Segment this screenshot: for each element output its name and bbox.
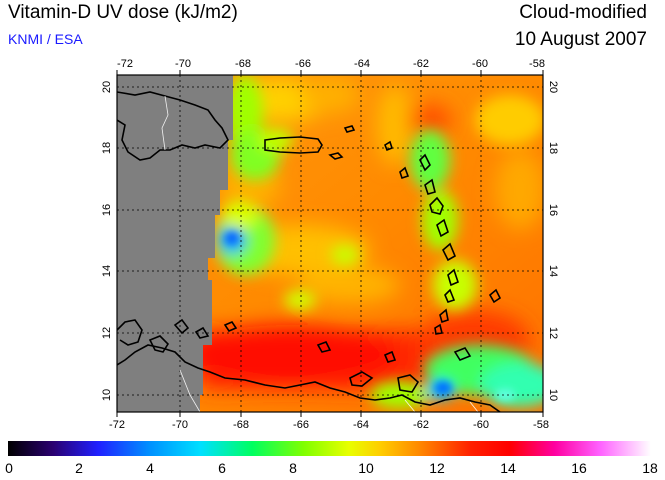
uv-field <box>117 75 543 412</box>
lat-label-left: 20 <box>101 81 113 93</box>
lat-label-right: 10 <box>547 389 559 401</box>
lat-label-left: 14 <box>101 265 113 277</box>
lat-label-left: 18 <box>101 142 113 154</box>
lat-label-left: 16 <box>101 204 113 216</box>
lat-label-right: 20 <box>547 81 559 93</box>
colorbar-tick-label: 2 <box>75 460 83 476</box>
colorbar <box>8 441 651 456</box>
colorbar-tick-label: 0 <box>5 460 13 476</box>
product-type-label: Cloud-modified <box>519 2 647 23</box>
colorbar-tick-label: 8 <box>289 460 297 476</box>
coastlines <box>117 91 502 412</box>
lon-label-top: -60 <box>472 58 488 70</box>
lat-label-right: 14 <box>547 265 559 277</box>
lat-label-right: 18 <box>547 142 559 154</box>
lat-label-left: 12 <box>101 327 113 339</box>
data-source-label: KNMI / ESA <box>8 31 83 47</box>
colorbar-tick-label: 14 <box>500 460 516 476</box>
colorbar-tick-label: 10 <box>358 460 374 476</box>
lon-label-bottom: -60 <box>473 419 489 431</box>
colorbar-tick-label: 4 <box>146 460 154 476</box>
colorbar-tick-label: 6 <box>218 460 226 476</box>
map-title: Vitamin-D UV dose (kJ/m2) <box>8 2 238 23</box>
lat-label-right: 12 <box>547 327 559 339</box>
lon-label-bottom: -64 <box>353 419 369 431</box>
lon-label-top: -70 <box>175 58 191 70</box>
lat-label-left: 10 <box>101 389 113 401</box>
lon-label-bottom: -70 <box>172 419 188 431</box>
lon-label-top: -68 <box>235 58 251 70</box>
colorbar-tick-label: 18 <box>642 460 658 476</box>
lon-label-top: -64 <box>354 58 370 70</box>
lon-label-top: -62 <box>413 58 429 70</box>
lon-label-bottom: -68 <box>233 419 249 431</box>
lon-label-bottom: -62 <box>413 419 429 431</box>
lon-label-top: -58 <box>529 58 545 70</box>
axis-ticks <box>116 70 544 417</box>
map-frame <box>116 74 544 413</box>
lon-label-bottom: -72 <box>109 419 125 431</box>
country-borders <box>161 95 479 412</box>
date-label: 10 August 2007 <box>514 29 647 50</box>
lon-label-top: -66 <box>295 58 311 70</box>
lon-label-bottom: -66 <box>293 419 309 431</box>
lon-label-top: -72 <box>117 58 133 70</box>
lon-label-bottom: -58 <box>533 419 549 431</box>
lat-label-right: 16 <box>547 204 559 216</box>
colorbar-tick-label: 16 <box>571 460 587 476</box>
colorbar-tick-label: 12 <box>429 460 445 476</box>
graticule <box>117 75 543 412</box>
